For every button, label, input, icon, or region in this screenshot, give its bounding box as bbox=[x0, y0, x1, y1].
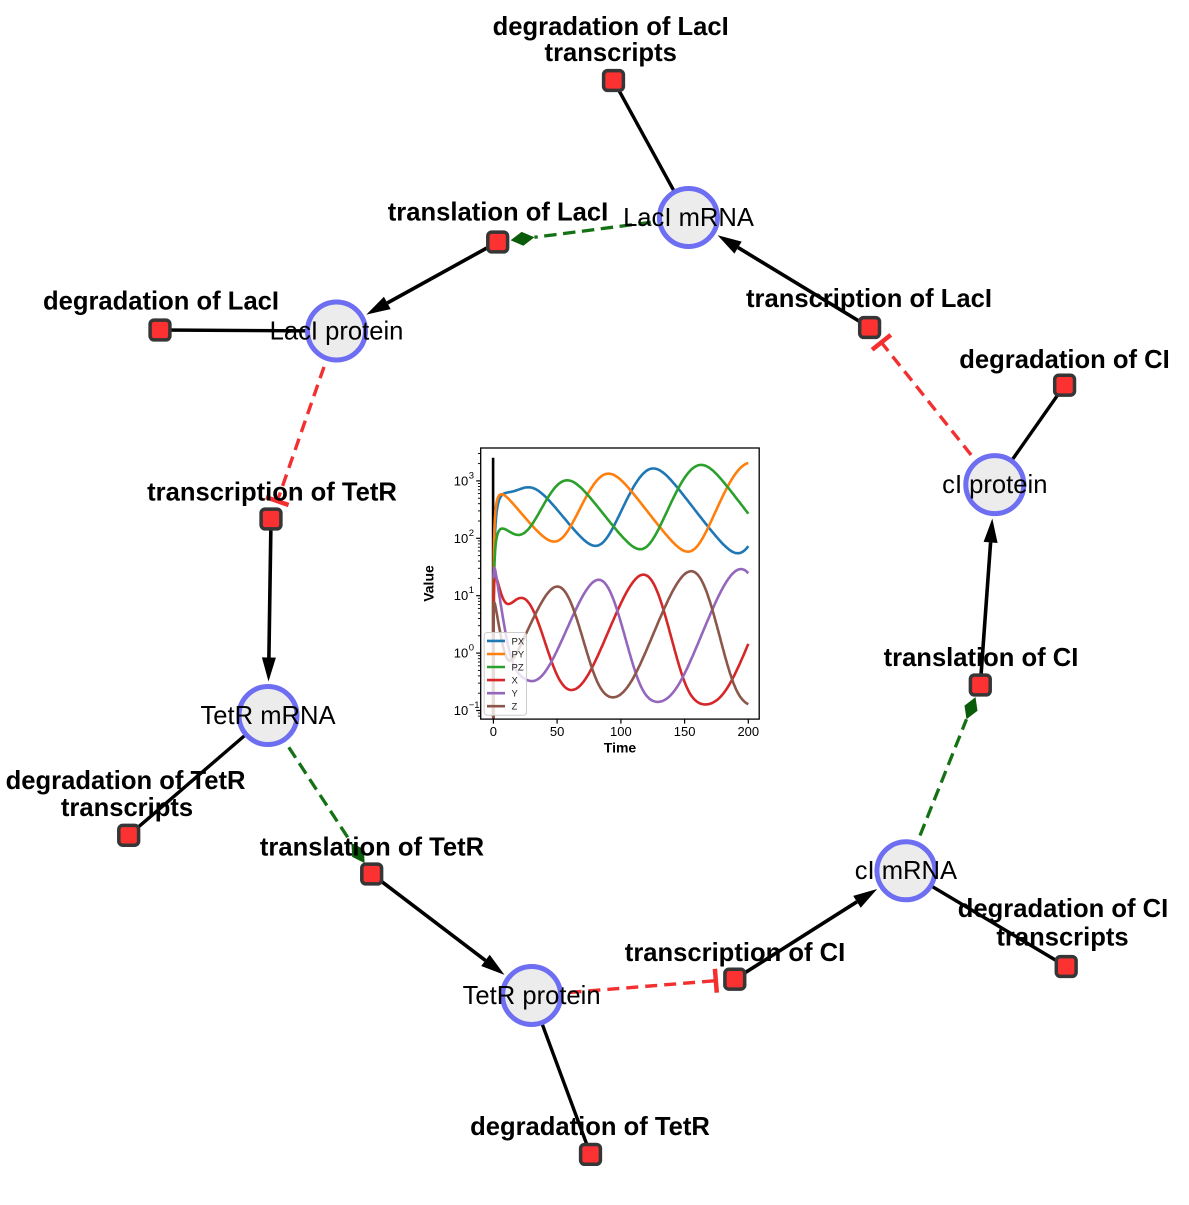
svg-text:cI mRNA: cI mRNA bbox=[855, 857, 958, 885]
svg-text:50: 50 bbox=[550, 724, 564, 739]
svg-text:transcription of CI: transcription of CI bbox=[625, 939, 845, 967]
svg-text:transcription of TetR: transcription of TetR bbox=[147, 479, 397, 507]
svg-text:PZ: PZ bbox=[512, 662, 524, 673]
svg-text:10: 10 bbox=[454, 703, 468, 718]
svg-text:TetR mRNA: TetR mRNA bbox=[200, 702, 336, 730]
svg-text:−1: −1 bbox=[469, 700, 480, 711]
svg-text:cI protein: cI protein bbox=[942, 471, 1047, 499]
svg-text:PX: PX bbox=[512, 636, 525, 647]
svg-text:150: 150 bbox=[674, 724, 696, 739]
svg-text:100: 100 bbox=[610, 724, 632, 739]
svg-text:transcripts: transcripts bbox=[61, 794, 193, 822]
svg-text:translation of LacI: translation of LacI bbox=[388, 199, 608, 227]
svg-text:degradation of LacI: degradation of LacI bbox=[493, 13, 729, 41]
svg-text:Z: Z bbox=[512, 702, 518, 713]
svg-text:10: 10 bbox=[454, 588, 468, 603]
svg-text:degradation of LacI: degradation of LacI bbox=[43, 287, 279, 315]
svg-text:10: 10 bbox=[454, 473, 468, 488]
svg-text:2: 2 bbox=[469, 528, 474, 539]
svg-text:degradation of CI: degradation of CI bbox=[958, 895, 1168, 923]
svg-text:degradation of TetR: degradation of TetR bbox=[470, 1113, 710, 1141]
svg-text:0: 0 bbox=[490, 724, 497, 739]
svg-text:transcripts: transcripts bbox=[545, 39, 677, 67]
svg-text:200: 200 bbox=[737, 724, 759, 739]
svg-text:translation of CI: translation of CI bbox=[884, 644, 1079, 672]
svg-text:Y: Y bbox=[512, 689, 519, 700]
svg-text:1: 1 bbox=[469, 585, 474, 596]
svg-text:transcription of LacI: transcription of LacI bbox=[746, 285, 992, 313]
svg-text:0: 0 bbox=[469, 643, 474, 654]
svg-text:3: 3 bbox=[469, 470, 474, 481]
svg-text:TetR protein: TetR protein bbox=[463, 982, 601, 1010]
svg-text:degradation of CI: degradation of CI bbox=[959, 346, 1169, 374]
svg-text:LacI mRNA: LacI mRNA bbox=[623, 204, 755, 232]
svg-text:degradation of TetR: degradation of TetR bbox=[6, 767, 246, 795]
svg-text:PY: PY bbox=[512, 649, 525, 660]
svg-text:translation of TetR: translation of TetR bbox=[260, 834, 484, 862]
svg-text:LacI protein: LacI protein bbox=[270, 317, 404, 345]
svg-text:X: X bbox=[512, 676, 519, 687]
svg-text:Value: Value bbox=[421, 565, 437, 602]
svg-text:10: 10 bbox=[454, 531, 468, 546]
svg-text:transcripts: transcripts bbox=[996, 924, 1128, 952]
svg-text:Time: Time bbox=[604, 740, 637, 756]
svg-text:10: 10 bbox=[454, 646, 468, 661]
